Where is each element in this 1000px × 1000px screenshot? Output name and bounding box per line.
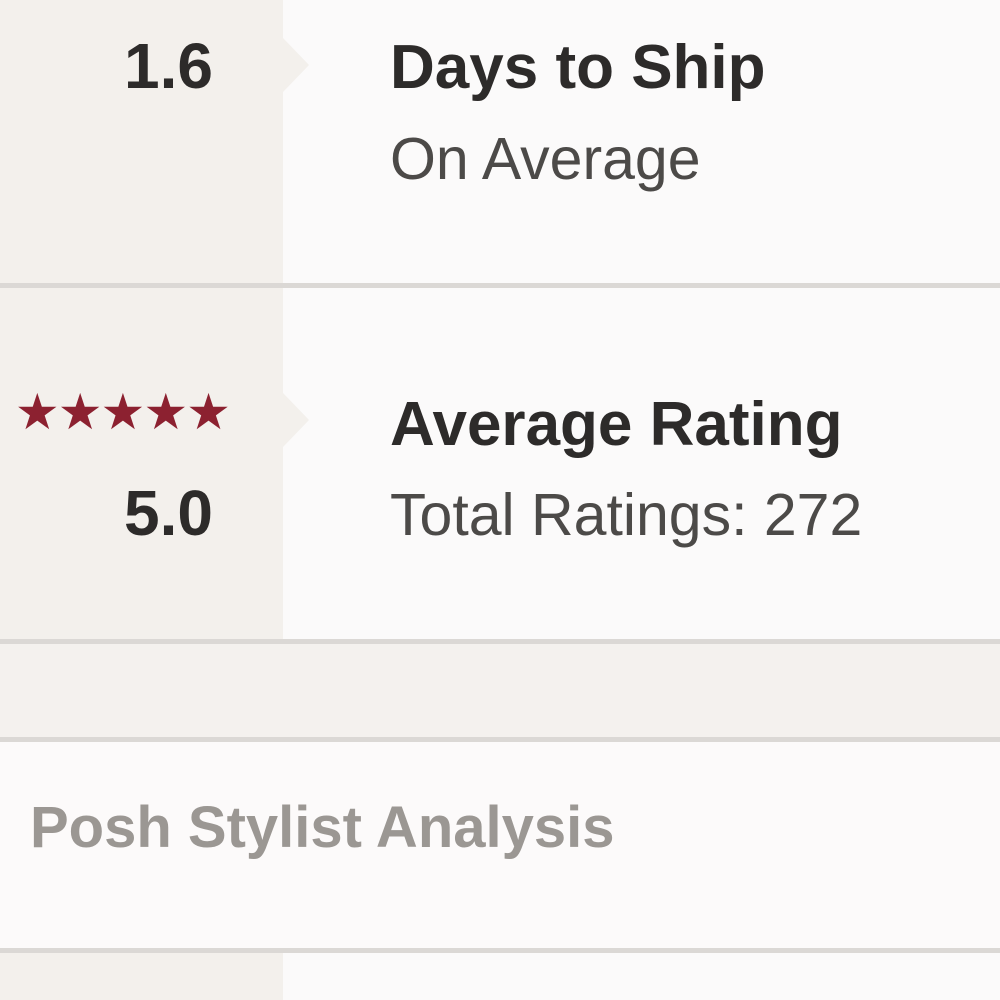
stat-subtitle-total-ratings: Total Ratings: 272: [390, 482, 863, 548]
pointer-arrow-icon: [283, 393, 309, 447]
stat-value-panel-average-rating: ★★★★★ 5.0: [0, 288, 309, 639]
pointer-arrow-icon: [283, 38, 309, 92]
days-to-ship-value: 1.6: [124, 30, 213, 102]
row-divider: [0, 948, 1000, 953]
stat-value-panel-days-to-ship: 1.6: [0, 0, 309, 283]
stat-value-panel-partial: [0, 953, 283, 1000]
row-divider: [0, 283, 1000, 288]
section-divider: [0, 737, 1000, 742]
stat-subtitle-on-average: On Average: [390, 126, 701, 192]
posh-stylist-analysis-header: Posh Stylist Analysis: [30, 795, 615, 860]
star-rating-icons: ★★★★★: [14, 384, 231, 440]
stat-row-days-to-ship: 1.6 Days to Ship On Average: [0, 0, 1000, 283]
stat-row-partial: [0, 953, 1000, 1000]
stat-title-average-rating: Average Rating: [390, 390, 843, 459]
posh-stylist-analysis-section: Posh Stylist Analysis: [0, 742, 1000, 948]
stat-row-average-rating: ★★★★★ 5.0 Average Rating Total Ratings: …: [0, 288, 1000, 639]
section-divider: [0, 639, 1000, 644]
section-gap-band: [0, 644, 1000, 737]
average-rating-value: 5.0: [124, 477, 213, 549]
stat-title-days-to-ship: Days to Ship: [390, 33, 766, 102]
